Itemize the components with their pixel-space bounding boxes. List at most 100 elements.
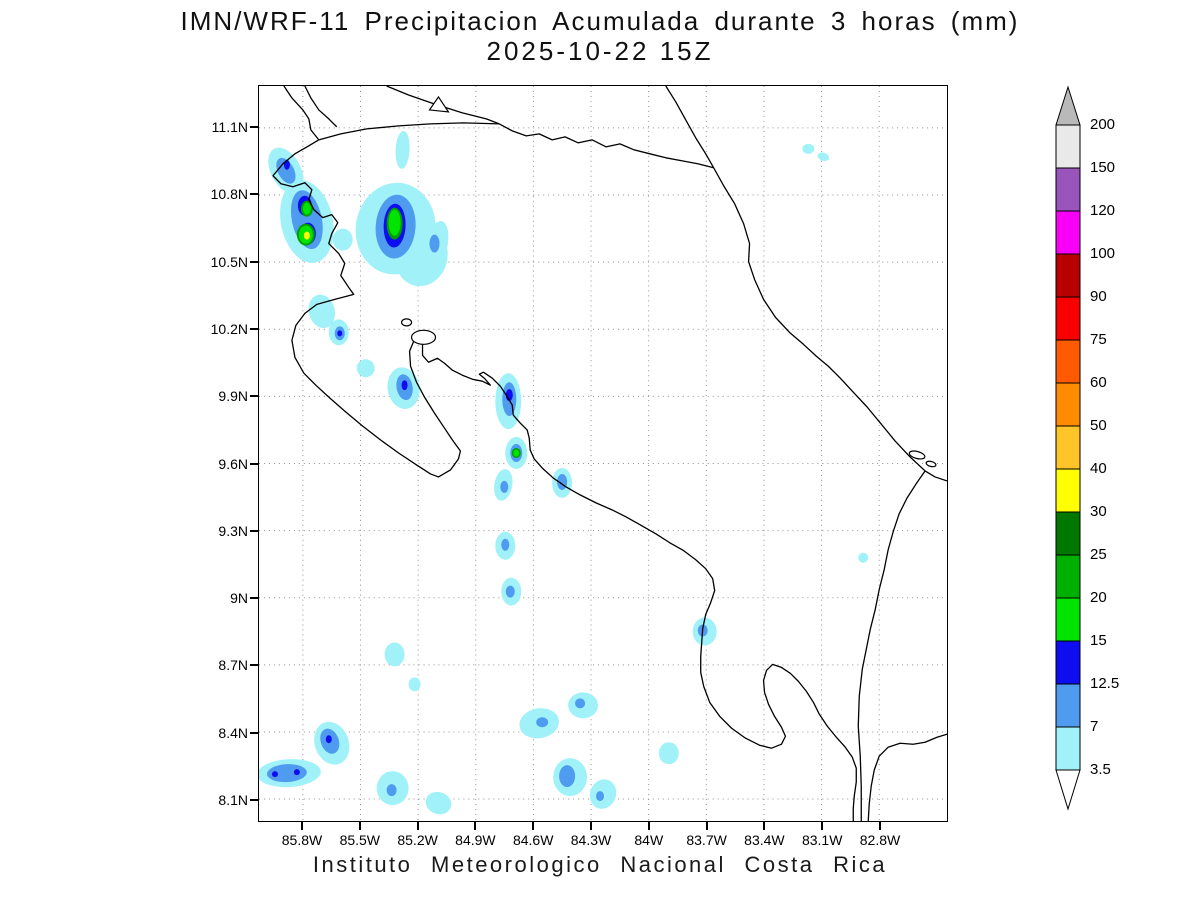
- precip-shade: [388, 209, 401, 236]
- precip-shade: [386, 784, 397, 797]
- precip-cell: [376, 771, 409, 806]
- island-outline: [925, 460, 937, 468]
- colorbar-level-label: 200: [1090, 116, 1116, 133]
- lat-tick-mark: [250, 126, 258, 128]
- precip-shade: [325, 735, 332, 744]
- lon-tick-label: 85.8W: [281, 832, 323, 848]
- colorbar-level-label: 15: [1090, 632, 1107, 649]
- lat-tick-mark: [250, 260, 258, 263]
- colorbar-arrow-bottom: [1055, 769, 1081, 811]
- lon-tick-mark: [416, 822, 419, 830]
- precip-shade: [395, 130, 410, 169]
- colorbar-level-label: 60: [1090, 374, 1107, 391]
- island-outline: [400, 318, 413, 327]
- lon-tick-label: 85.5W: [339, 832, 381, 848]
- lon-tick-mark: [532, 822, 535, 830]
- colorbar-band: [1055, 683, 1081, 728]
- precip-shade: [536, 717, 549, 728]
- precip-shade: [425, 791, 452, 815]
- lat-tick-mark: [250, 395, 258, 398]
- lat-tick-label: 9N: [230, 590, 248, 607]
- precip-cell: [505, 437, 528, 469]
- lon-tick-label: 85.2W: [397, 832, 438, 848]
- lon-tick-mark: [590, 822, 592, 830]
- colorbar-band: [1055, 597, 1081, 642]
- colorbar-level-label: 75: [1090, 331, 1107, 348]
- colorbar-arrow-top: [1055, 85, 1081, 126]
- lon-tick-label: 84.6W: [512, 832, 554, 848]
- precip-shade: [384, 642, 405, 667]
- colorbar-level-label: 12.5: [1090, 675, 1120, 692]
- lat-tick-label: 9.6N: [218, 455, 248, 472]
- precip-cell: [314, 721, 350, 765]
- figure-subtitle: 2025-10-22 15Z: [486, 36, 714, 66]
- lat-tick-mark: [250, 597, 258, 600]
- lon-tick-label: 83.4W: [744, 832, 785, 848]
- precip-shade: [559, 765, 576, 788]
- colorbar-level-label: 50: [1090, 417, 1107, 434]
- lon-tick-mark: [821, 822, 824, 830]
- colorbar-band: [1055, 167, 1081, 212]
- lat-tick-mark: [250, 462, 258, 465]
- lat-tick-label: 8.7N: [218, 657, 248, 674]
- map-area: [258, 85, 948, 822]
- precip-cell: [280, 180, 334, 263]
- caption: Instituto Meteorologico Nacional Costa R…: [312, 852, 888, 877]
- colorbar-level-label: 7: [1090, 718, 1099, 735]
- lat-tick-mark: [250, 731, 258, 734]
- precip-cell: [802, 143, 815, 154]
- coastline: [283, 86, 320, 141]
- precip-cell: [519, 708, 559, 739]
- precip-cell: [501, 577, 522, 606]
- precip-cell: [408, 677, 421, 692]
- precip-cell: [355, 182, 448, 287]
- figure-title: IMN/WRF-11 Precipitacion Acumulada duran…: [180, 6, 1020, 36]
- precip-cell: [495, 531, 516, 560]
- lat-tick-mark: [250, 193, 258, 196]
- colorbar-level-label: 3.5: [1090, 761, 1111, 778]
- colorbar-level-label: 90: [1090, 288, 1107, 305]
- coastline: [857, 470, 926, 821]
- colorbar-band: [1055, 124, 1081, 169]
- coastline: [665, 86, 715, 169]
- island-outline: [410, 329, 437, 345]
- lon-tick-label: 82.8W: [859, 832, 901, 848]
- precip-shade: [817, 152, 830, 162]
- precip-cell: [425, 791, 452, 815]
- precip-shade: [429, 234, 440, 253]
- lon-tick-label: 84W: [634, 832, 664, 848]
- colorbar-level-label: 100: [1090, 245, 1116, 262]
- precip-cell: [259, 759, 321, 788]
- precip-shade: [858, 552, 869, 563]
- precip-shade: [658, 742, 679, 765]
- colorbar-band: [1055, 382, 1081, 427]
- island-outline: [908, 450, 926, 460]
- lon-tick-mark: [474, 822, 477, 830]
- precip-cell: [589, 779, 617, 809]
- colorbar-band: [1055, 339, 1081, 384]
- coastline: [498, 123, 714, 169]
- colorbar-level-label: 20: [1090, 589, 1107, 606]
- colorbar-band: [1055, 425, 1081, 470]
- precip-cell: [553, 758, 588, 797]
- precip-cell: [658, 742, 679, 765]
- colorbar-band: [1055, 210, 1081, 255]
- coastline: [386, 86, 500, 125]
- colorbar-band: [1055, 468, 1081, 513]
- precip-shade: [401, 380, 408, 391]
- precip-cell: [328, 319, 349, 346]
- precip-shade: [337, 330, 343, 337]
- lon-tick-label: 84.9W: [455, 832, 496, 848]
- precip-shade: [293, 769, 300, 776]
- coastline: [304, 86, 338, 128]
- lat-tick-label: 10.8N: [210, 186, 248, 203]
- precip-cell: [387, 367, 420, 409]
- lon-tick-mark: [763, 822, 766, 830]
- lon-tick-label: 83.1W: [801, 832, 843, 848]
- colorbar-band: [1055, 296, 1081, 341]
- precip-shade: [802, 143, 815, 154]
- precip-cell: [332, 228, 353, 251]
- lon-tick-label: 84.3W: [570, 832, 612, 848]
- precip-cell: [552, 467, 573, 498]
- precip-shade: [408, 677, 421, 692]
